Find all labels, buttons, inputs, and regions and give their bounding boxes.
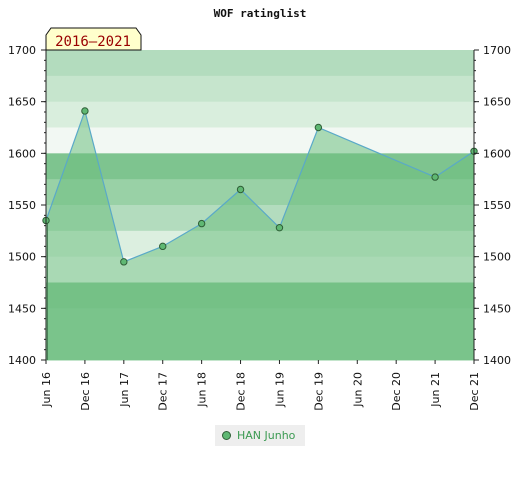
x-tick-label: Jun 19: [273, 372, 286, 408]
background-band: [46, 75, 474, 103]
y-tick-label: 1700: [483, 44, 511, 57]
x-tick-label: Dec 19: [312, 372, 325, 411]
axes: 1400 1400 1450 1450 1500 1500 1550 1550 1600 1600…: [8, 44, 511, 411]
y-tick-label: 1600: [8, 147, 36, 160]
x-tick-label: Jun 20: [351, 372, 364, 408]
background-band: [46, 50, 474, 77]
data-point: [431, 173, 439, 181]
x-tick-label: Dec 17: [157, 372, 170, 411]
period-badge: 2016–2021: [45, 27, 142, 51]
data-point: [81, 107, 89, 115]
legend-label: HAN Junho: [237, 429, 296, 442]
series-area: [46, 110, 474, 360]
x-tick-label: Dec 21: [468, 372, 481, 411]
series-markers: [42, 107, 478, 266]
y-tick-label: 1550: [8, 199, 36, 212]
y-tick-label: 1700: [8, 44, 36, 57]
y-tick-label: 1400: [8, 354, 36, 367]
y-tick-label: 1400: [483, 354, 511, 367]
background-band: [46, 127, 474, 154]
series-line-path: [45, 108, 475, 263]
y-tick-label: 1450: [483, 302, 511, 315]
data-point: [236, 185, 245, 194]
series-area-fill: [46, 110, 474, 360]
y-tick-label: 1450: [8, 302, 36, 315]
y-tick-label: 1650: [8, 96, 36, 109]
data-point: [159, 242, 167, 251]
background-band: [46, 101, 474, 128]
x-tick-label: Jun 17: [118, 372, 131, 408]
x-tick-label: Dec 18: [235, 372, 248, 411]
x-tick-label: Jun 18: [196, 372, 209, 408]
data-point: [197, 219, 206, 228]
y-tick-label: 1600: [483, 147, 511, 160]
y-tick-label: 1500: [483, 251, 511, 264]
y-tick-label: 1650: [483, 96, 511, 109]
legend: HAN Junho: [215, 425, 305, 446]
data-point: [275, 224, 284, 232]
series-line: [45, 108, 475, 360]
data-point: [314, 123, 323, 132]
x-tick-label: Dec 20: [390, 372, 403, 411]
x-tick-label: Jun 16: [40, 372, 53, 408]
x-tick-label: Dec 16: [79, 372, 92, 411]
data-point: [120, 258, 128, 266]
y-tick-label: 1500: [8, 251, 36, 264]
period-badge-text: 2016–2021: [55, 34, 131, 50]
chart-title: WOF ratinglist: [214, 7, 307, 20]
legend-marker-icon: [222, 431, 231, 440]
x-tick-label: Jun 21: [429, 372, 442, 408]
y-tick-label: 1550: [483, 199, 511, 212]
